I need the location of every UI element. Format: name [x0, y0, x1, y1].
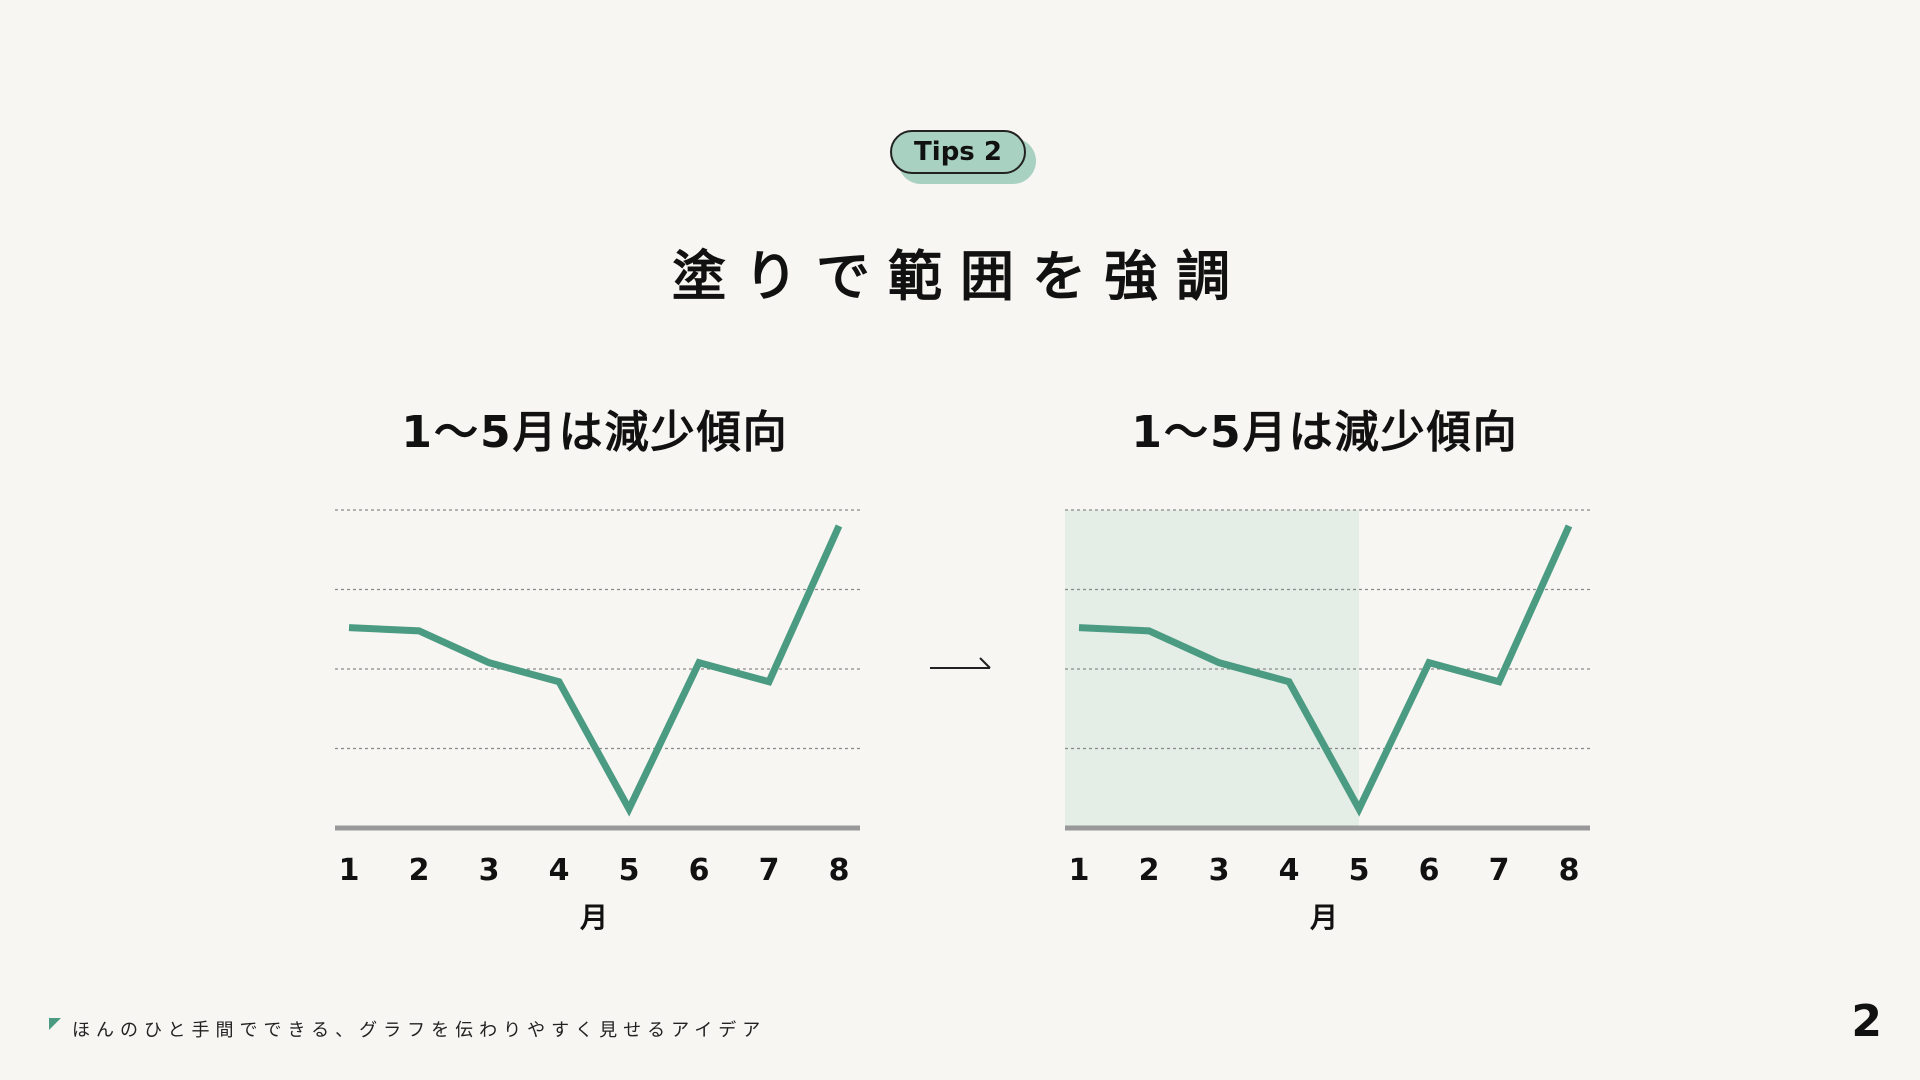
x-tick-label-8: 8: [829, 853, 850, 888]
chart-title-right: 1～5月は減少傾向: [1131, 407, 1519, 458]
x-tick-label-4: 4: [549, 853, 570, 888]
x-tick-label-5: 5: [619, 853, 640, 888]
arrow-right-icon: [930, 657, 991, 669]
triangle-mark-icon: [49, 1018, 61, 1030]
x-tick-label-6: 6: [689, 853, 710, 888]
chart-title-left: 1～5月は減少傾向: [401, 407, 789, 458]
x-axis-label: 月: [579, 901, 608, 934]
x-tick-label-2: 2: [1139, 853, 1160, 888]
x-tick-label-1: 1: [1069, 853, 1090, 888]
x-tick-label-3: 3: [479, 853, 500, 888]
tips-badge-label: Tips 2: [890, 130, 1026, 174]
x-tick-label-5: 5: [1349, 853, 1370, 888]
x-tick-label-8: 8: [1559, 853, 1580, 888]
slide-title: 塗りで範囲を強調: [672, 245, 1248, 308]
line-chart-left: 1 2 3 4 5 6 7 8 月: [335, 509, 860, 934]
x-tick-label-7: 7: [759, 853, 780, 888]
x-tick-label-7: 7: [1489, 853, 1510, 888]
series-line-0: [1078, 524, 1573, 817]
x-tick-label-6: 6: [1419, 853, 1440, 888]
x-tick-label-1: 1: [339, 853, 360, 888]
page-number: 2: [1851, 996, 1882, 1047]
x-tick-label-3: 3: [1209, 853, 1230, 888]
line-chart-right: 1 2 3 4 5 6 7 8 月: [1065, 509, 1590, 934]
tips-badge: Tips 2: [890, 130, 1036, 184]
footer-text: ほんのひと手間でできる、グラフを伝わりやすく見せるアイデア: [72, 1020, 767, 1041]
x-tick-label-2: 2: [409, 853, 430, 888]
x-tick-label-4: 4: [1279, 853, 1300, 888]
x-axis-label: 月: [1309, 901, 1338, 934]
series-line-0: [348, 524, 843, 817]
